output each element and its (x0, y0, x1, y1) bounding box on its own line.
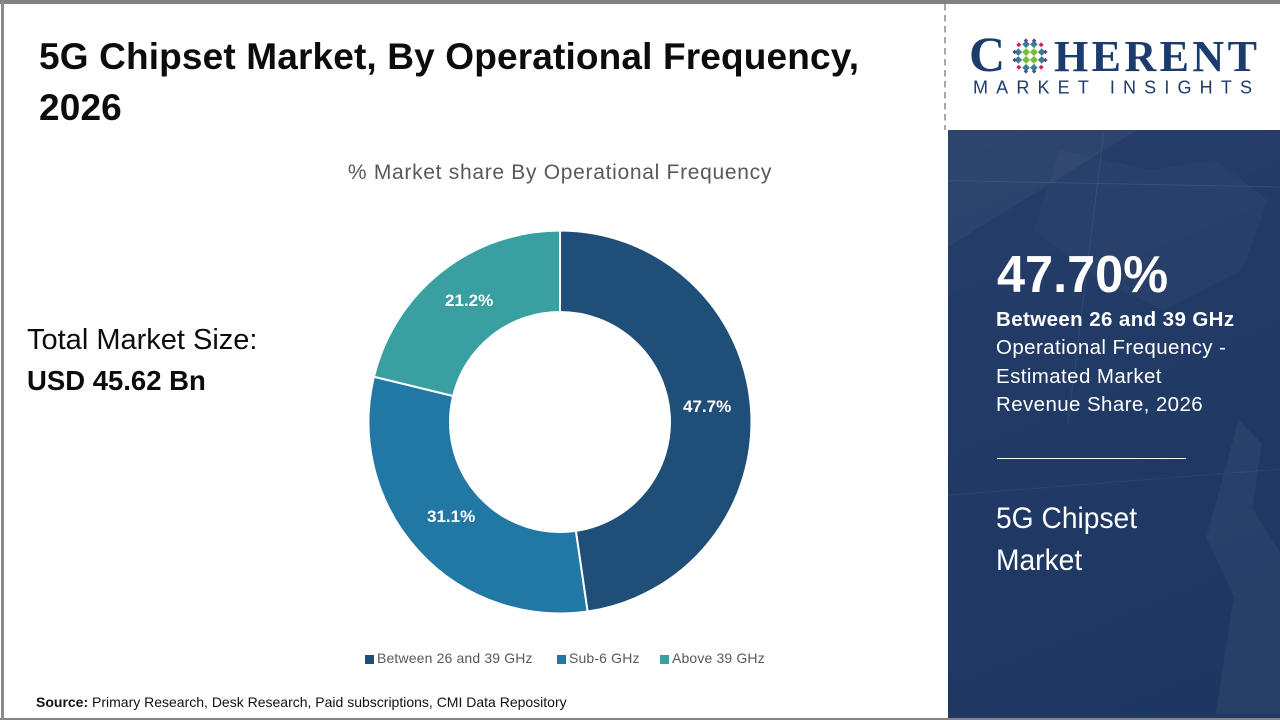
svg-text:HERENT: HERENT (1054, 32, 1257, 81)
svg-text:MARKET INSIGHTS: MARKET INSIGHTS (973, 78, 1258, 98)
svg-text:C: C (969, 28, 1005, 82)
